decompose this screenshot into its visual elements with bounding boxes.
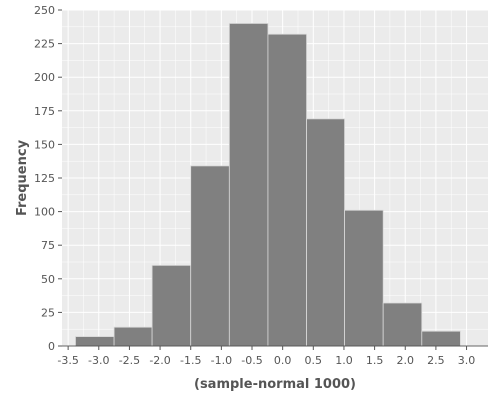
x-tick-label: -3.0	[88, 354, 109, 367]
histogram-bar	[306, 118, 345, 347]
histogram-bar	[344, 209, 384, 347]
x-tick-label: 1.0	[335, 354, 353, 367]
x-tick-label: -1.5	[180, 354, 201, 367]
y-tick-label: 225	[34, 38, 55, 51]
x-tick-label: -2.5	[119, 354, 140, 367]
x-tick-label: 3.0	[458, 354, 476, 367]
x-axis-ticks: -3.5 -3.0 -2.5 -2.0 -1.5 -1.0 -0.5 0.0 0.5 1.0 1.5…	[57, 346, 475, 367]
histogram-bar	[421, 330, 461, 347]
x-axis-title: (sample-normal 1000)	[194, 377, 356, 392]
x-tick-label: -2.0	[149, 354, 170, 367]
histogram-bars	[75, 23, 461, 347]
histogram-bar	[228, 23, 269, 347]
x-tick-label: 1.5	[366, 354, 384, 367]
x-tick-label: 0.0	[274, 354, 292, 367]
histogram-bar	[151, 264, 192, 347]
y-tick-label: 50	[41, 273, 55, 286]
y-tick-label: 0	[48, 340, 55, 353]
histogram-bar	[75, 336, 115, 347]
x-tick-label: -3.5	[57, 354, 78, 367]
histogram-bar	[190, 165, 230, 347]
histogram-bar	[382, 302, 423, 347]
x-tick-label: 2.5	[427, 354, 445, 367]
y-tick-label: 125	[34, 172, 55, 185]
y-tick-label: 75	[41, 239, 55, 252]
x-tick-label: -0.5	[241, 354, 262, 367]
x-tick-label: 2.0	[397, 354, 415, 367]
y-tick-label: 250	[34, 4, 55, 17]
y-tick-label: 100	[34, 206, 55, 219]
x-tick-label: -1.0	[211, 354, 232, 367]
x-tick-label: 0.5	[305, 354, 323, 367]
y-tick-label: 175	[34, 105, 55, 118]
y-tick-label: 150	[34, 138, 55, 151]
histogram-bar	[267, 33, 307, 347]
y-tick-label: 200	[34, 71, 55, 84]
histogram-bar	[113, 326, 153, 347]
y-axis-ticks: 0 25 50 75 100 125 150 175 200 225 250	[34, 4, 62, 353]
y-axis-title: Frequency	[15, 139, 30, 216]
y-tick-label: 25	[41, 306, 55, 319]
